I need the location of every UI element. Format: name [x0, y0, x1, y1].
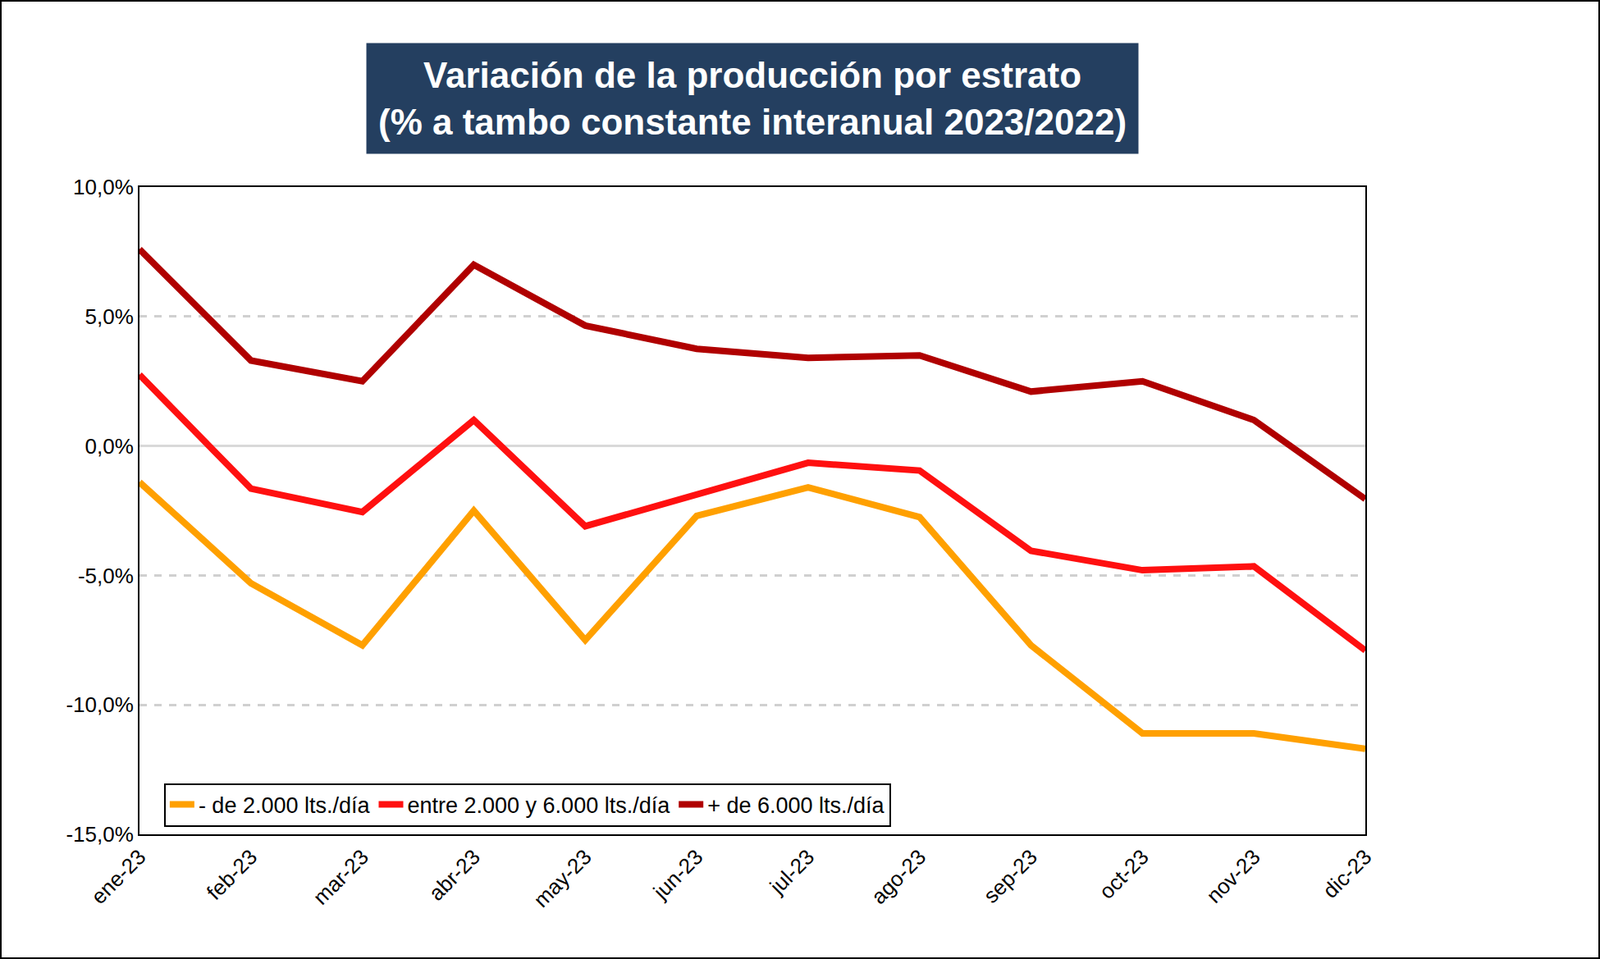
svg-text:abr-23: abr-23	[424, 844, 485, 906]
svg-text:feb-23: feb-23	[201, 844, 262, 905]
svg-text:-10,0%: -10,0%	[65, 692, 133, 718]
svg-text:sep-23: sep-23	[978, 844, 1043, 908]
svg-text:mar-23: mar-23	[308, 844, 374, 910]
svg-text:10,0%: 10,0%	[73, 174, 134, 200]
svg-text:ene-23: ene-23	[86, 844, 151, 909]
svg-text:- de 2.000 lts./día: - de 2.000 lts./día	[198, 793, 371, 819]
svg-text:nov-23: nov-23	[1201, 844, 1265, 908]
svg-text:Variación de la producción por: Variación de la producción por estrato(%…	[378, 54, 1127, 142]
svg-text:-5,0%: -5,0%	[77, 563, 134, 589]
svg-text:jul-23: jul-23	[763, 844, 819, 900]
svg-text:may-23: may-23	[528, 844, 597, 913]
svg-text:jun-23: jun-23	[647, 844, 708, 905]
svg-text:0,0%: 0,0%	[85, 434, 134, 459]
svg-text:ago-23: ago-23	[866, 844, 931, 909]
svg-text:-15,0%: -15,0%	[65, 822, 133, 847]
svg-text:5,0%: 5,0%	[85, 304, 134, 330]
svg-text:entre 2.000 y 6.000 lts./día: entre 2.000 y 6.000 lts./día	[406, 793, 671, 819]
svg-text:oct-23: oct-23	[1093, 844, 1153, 904]
svg-text:+ de 6.000 lts./día: + de 6.000 lts./día	[707, 793, 885, 819]
svg-text:dic-23: dic-23	[1317, 844, 1376, 903]
